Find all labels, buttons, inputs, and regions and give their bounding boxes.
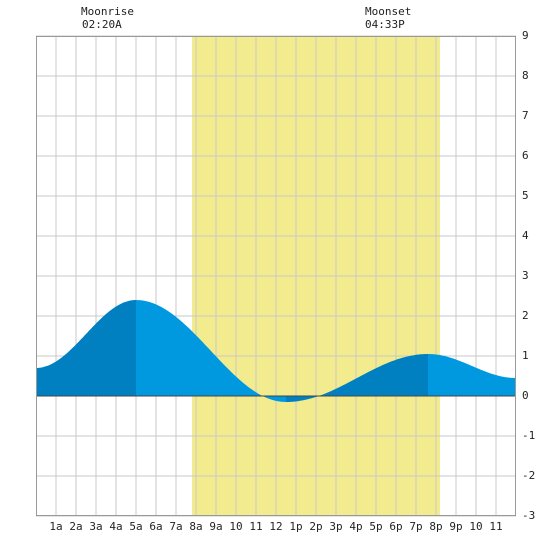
x-tick-label: 8p [429, 520, 442, 533]
x-tick-label: 4p [349, 520, 362, 533]
tide-area-falling [428, 354, 516, 396]
x-tick-label: 5a [129, 520, 142, 533]
y-tick-label: 2 [522, 309, 529, 322]
y-tick-label: 0 [522, 389, 529, 402]
x-tick-label: 8a [189, 520, 202, 533]
y-tick-label: -1 [522, 429, 536, 442]
tide-area-rising [286, 354, 428, 402]
y-tick-label: -3 [522, 509, 536, 522]
x-tick-label: 7p [409, 520, 422, 533]
y-tick-label: 8 [522, 69, 529, 82]
moonset-time: 04:33P [365, 18, 405, 31]
x-tick-label: 7a [169, 520, 182, 533]
moonrise-label: Moonrise [81, 5, 134, 18]
x-tick-label: 2p [309, 520, 322, 533]
y-tick-label: 3 [522, 269, 529, 282]
plot-border [36, 36, 516, 516]
y-tick-label: 7 [522, 109, 529, 122]
x-tick-label: 11 [249, 520, 262, 533]
x-tick-label: 9a [209, 520, 222, 533]
y-tick-label: 9 [522, 29, 529, 42]
tide-area-falling [136, 300, 286, 402]
x-tick-label: 5p [369, 520, 382, 533]
x-tick-label: 12 [269, 520, 282, 533]
x-tick-label: 3a [89, 520, 102, 533]
x-tick-label: 11 [489, 520, 502, 533]
y-tick-label: 5 [522, 189, 529, 202]
y-tick-label: 1 [522, 349, 529, 362]
tide-area-rising [36, 300, 136, 396]
x-tick-label: 9p [449, 520, 462, 533]
moonset-label: Moonset [365, 5, 412, 18]
x-tick-label: 3p [329, 520, 342, 533]
moonrise-time: 02:20A [82, 18, 122, 31]
y-tick-label: 4 [522, 229, 529, 242]
y-tick-label: 6 [522, 149, 529, 162]
x-tick-label: 2a [69, 520, 82, 533]
x-tick-label: 1a [49, 520, 62, 533]
y-tick-label: -2 [522, 469, 536, 482]
x-tick-label: 10 [229, 520, 242, 533]
x-tick-label: 1p [289, 520, 302, 533]
x-tick-label: 6a [149, 520, 162, 533]
x-tick-label: 10 [469, 520, 482, 533]
x-tick-label: 6p [389, 520, 402, 533]
x-tick-label: 4a [109, 520, 122, 533]
